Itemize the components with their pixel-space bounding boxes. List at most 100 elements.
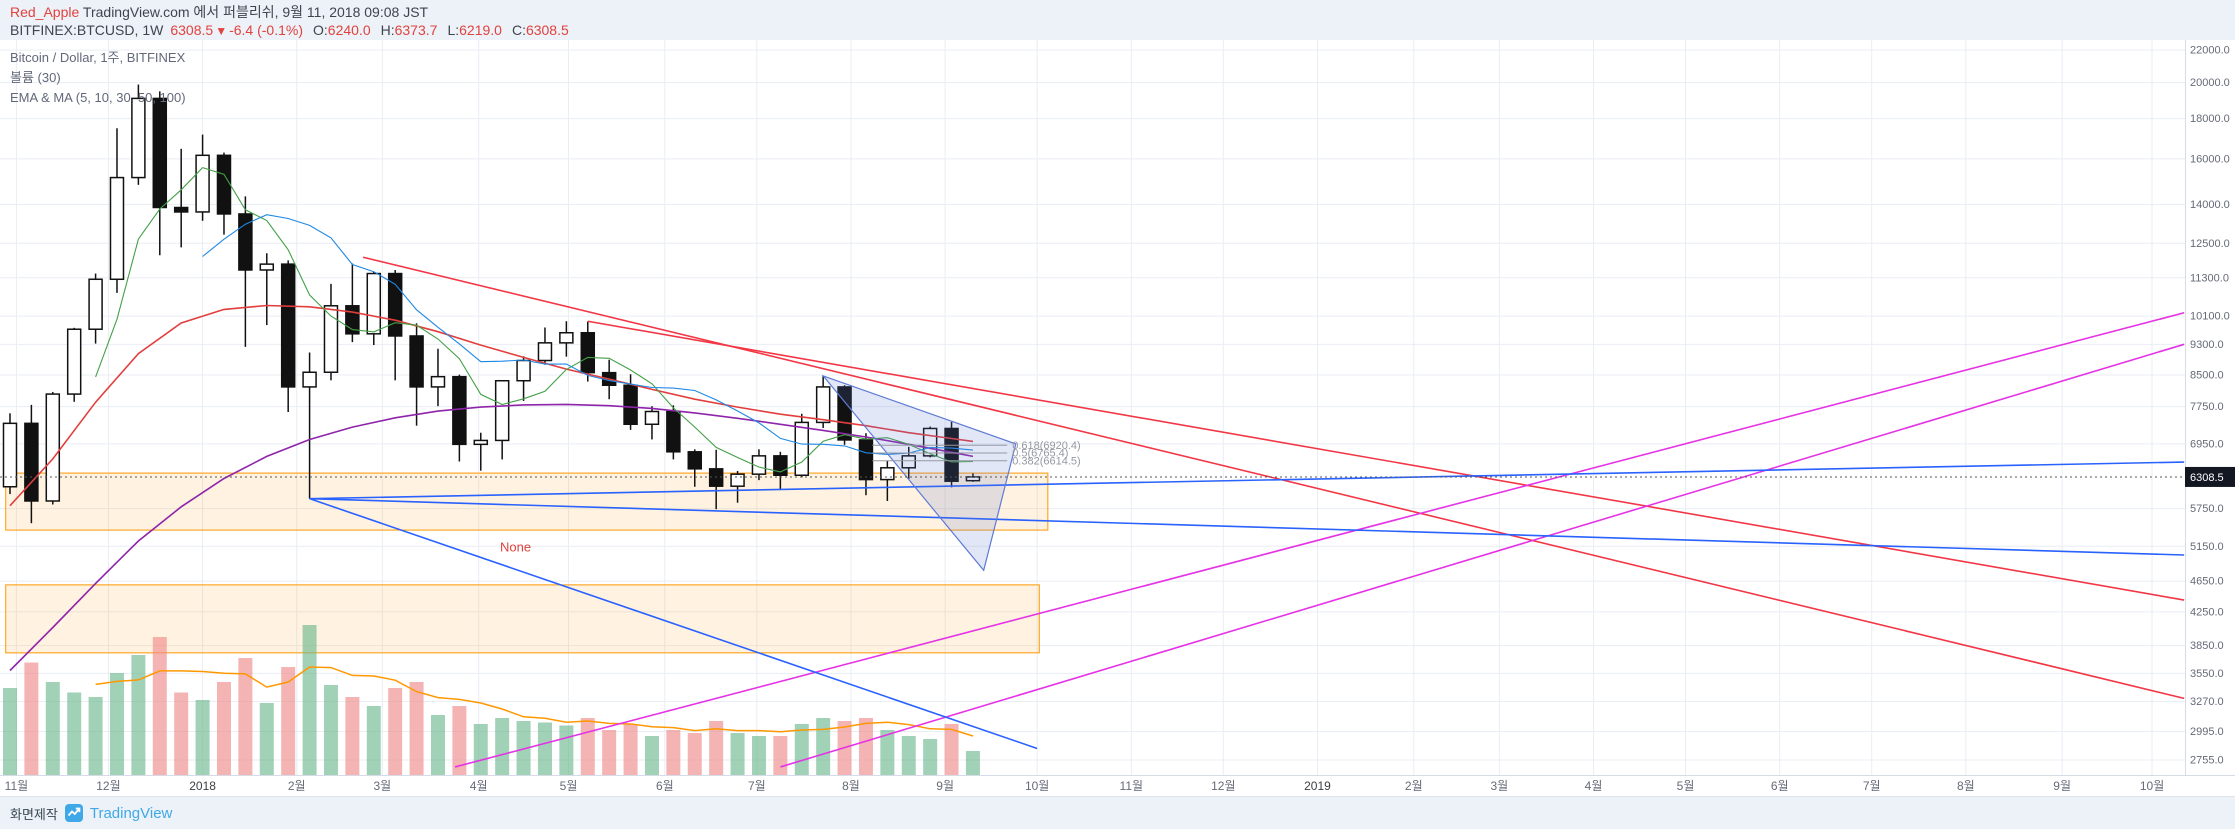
candle-down: [24, 422, 39, 502]
time-tick-label: 6월: [656, 779, 674, 793]
blue-fan-line-upper[interactable]: [309, 461, 2185, 500]
time-tick-label: 9월: [2053, 779, 2071, 793]
candle-down: [708, 468, 724, 487]
low-value: 6219.0: [459, 22, 502, 38]
time-tick-label: 10월: [1025, 779, 1049, 793]
last-price: 6308.5: [170, 22, 214, 38]
time-tick-label: 8월: [842, 779, 860, 793]
volume-bar: [131, 655, 146, 775]
last-price-badge: 6308.5: [2185, 466, 2235, 487]
candle-down: [580, 332, 596, 374]
volume-bar: [816, 718, 831, 775]
volume-bar: [259, 703, 274, 775]
candle-down: [687, 451, 703, 470]
red-descending-trendline-lower[interactable]: [587, 320, 2185, 601]
candle-up: [730, 473, 745, 487]
candle-up: [259, 263, 275, 271]
volume-bar: [430, 715, 445, 775]
magenta-ascending-trendline-1[interactable]: [454, 311, 2185, 768]
volume-bar: [67, 692, 82, 775]
volume-bar: [366, 706, 381, 775]
volume-bar: [773, 736, 788, 775]
price-tick-label: 8500.0: [2190, 370, 2224, 382]
price-axis[interactable]: 22000.0 20000.0 18000.0 16000.0 14000.0 12500…: [2185, 40, 2235, 796]
candle-down: [280, 263, 296, 388]
volume-bar: [2, 688, 17, 775]
candle-down: [837, 386, 852, 441]
symbol-name: BITFINEX:BTCUSD,: [10, 22, 139, 38]
price-tick-label: 3270.0: [2190, 696, 2224, 708]
triangle-pattern[interactable]: [821, 374, 1017, 572]
symbol-quote-line: BITFINEX:BTCUSD, 1W 6308.5 ▼ -6.4 (-0.1%) O:6…: [10, 21, 2235, 41]
volume-bar: [537, 722, 552, 775]
price-tick-label: 10100.0: [2190, 311, 2230, 323]
volume-bar: [238, 658, 253, 775]
support-zone-upper[interactable]: [5, 472, 1049, 531]
plot-background[interactable]: [0, 40, 2185, 775]
candle-up: [901, 455, 917, 469]
low-label: L:: [447, 22, 460, 38]
volume-bar: [323, 685, 338, 775]
time-tick-label: 3월: [1491, 779, 1509, 793]
candle-down: [666, 410, 681, 453]
time-tick-label: 3월: [373, 779, 391, 793]
candle-down: [944, 427, 959, 482]
interval-label: 1W: [142, 22, 164, 38]
publisher-name[interactable]: Red_Apple: [10, 4, 80, 20]
candle-up: [815, 386, 831, 424]
ma-red-line: [9, 304, 974, 507]
blue-fan-line-lower[interactable]: [309, 497, 1038, 750]
volume-bar: [174, 692, 189, 775]
candle-up: [644, 410, 660, 426]
candle-up: [880, 467, 895, 481]
volume-bar: [88, 697, 103, 775]
ma10-line: [202, 214, 974, 455]
volume-bar: [751, 736, 766, 775]
time-tick-label: 2018: [189, 779, 216, 793]
price-tick-label: 6950.0: [2190, 438, 2224, 450]
price-tick-label: 18000.0: [2190, 113, 2230, 125]
time-tick-label: 7월: [748, 779, 766, 793]
candle-down: [173, 206, 189, 213]
time-axis-background[interactable]: [0, 775, 2185, 796]
price-axis-background[interactable]: [2185, 40, 2235, 796]
time-tick-label: 8월: [1957, 779, 1975, 793]
price-tick-label: 3850.0: [2190, 640, 2224, 652]
publish-info: TradingView.com 에서 퍼블리쉬, 9월 11, 2018 09:…: [82, 4, 429, 20]
red-descending-trendline-upper[interactable]: [362, 256, 2185, 700]
candle-down: [387, 272, 403, 337]
volume-bar: [388, 688, 403, 775]
volume-bar: [623, 724, 638, 775]
support-zone-lower[interactable]: [5, 584, 1040, 654]
volume-bar: [409, 682, 424, 775]
volume-bar: [345, 697, 360, 775]
volume-bar: [858, 718, 873, 775]
ma-layer: [9, 166, 974, 672]
volume-bar: [152, 637, 167, 775]
volume-bar: [24, 662, 39, 775]
candle-down: [152, 97, 168, 209]
time-tick-label: 4월: [470, 779, 488, 793]
price-tick-label: 11300.0: [2190, 272, 2229, 284]
candles-layer: [2, 84, 981, 524]
time-tick-label: 4월: [1585, 779, 1603, 793]
volume-bar: [580, 718, 595, 775]
candle-up: [494, 379, 510, 442]
price-tick-label: 5750.0: [2190, 503, 2224, 515]
volume-bar: [195, 700, 210, 775]
tradingview-wordmark[interactable]: TradingView: [89, 804, 173, 822]
time-tick-label: 5월: [560, 779, 578, 793]
tradingview-logo-icon[interactable]: [64, 804, 83, 822]
publish-header: Red_Apple TradingView.com 에서 퍼블리쉬, 9월 11…: [0, 0, 2235, 40]
fib-layer: 0.618(6920.4)0.5(6765.4)0.382(6614.5) Non…: [500, 440, 1081, 555]
footer: 화면제작 TradingView: [0, 796, 2235, 829]
time-axis[interactable]: 11월 12월 2018 2월 3월 4월 5월 6월 7월 8월 9월 10월 11월 12월 2019 2…: [0, 775, 2235, 796]
blue-fan-line-middle[interactable]: [309, 497, 2185, 556]
price-tick-label: 9300.0: [2190, 339, 2224, 351]
volume-bar: [302, 625, 317, 775]
price-tick-label: 4650.0: [2190, 576, 2224, 588]
magenta-ascending-trendline-2[interactable]: [780, 343, 2185, 768]
candle-up: [66, 328, 82, 395]
chart-canvas[interactable]: 0.618(6920.4)0.5(6765.4)0.382(6614.5) Non…: [0, 40, 2235, 796]
